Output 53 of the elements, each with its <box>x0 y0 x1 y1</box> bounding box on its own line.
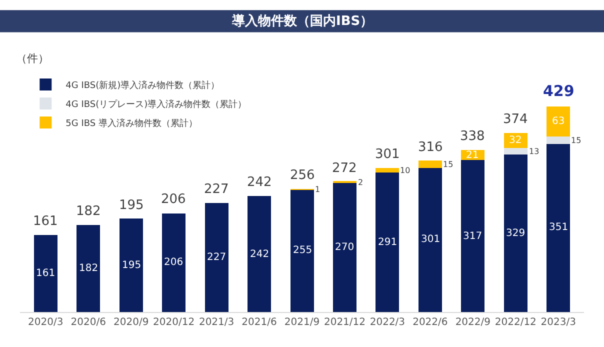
x-tick-label: 2020/6 <box>70 317 106 328</box>
total-label: 206 <box>161 192 186 207</box>
total-label: 256 <box>290 168 315 183</box>
data-label: 317 <box>463 231 482 242</box>
y-axis-title: （件） <box>16 52 49 65</box>
data-label: 329 <box>506 228 526 239</box>
x-tick-label: 2021/3 <box>198 317 234 328</box>
total-label: 242 <box>247 175 272 190</box>
data-label: 15 <box>443 160 454 169</box>
chart-title: 導入物件数（国内IBS） <box>231 13 374 29</box>
data-label: 301 <box>421 234 440 245</box>
total-label: 316 <box>418 140 443 155</box>
data-label: 255 <box>293 245 312 256</box>
total-label: 227 <box>204 182 229 197</box>
x-tick-label: 2022/3 <box>370 317 406 328</box>
x-tick-label: 2022/12 <box>494 317 536 328</box>
legend-label: 4G IBS(リプレース)導入済み物件数（累計） <box>66 99 247 110</box>
x-tick-label: 2020/12 <box>153 317 195 328</box>
total-label: 182 <box>76 204 101 219</box>
data-label: 161 <box>36 268 56 279</box>
total-label: 301 <box>375 147 400 162</box>
x-tick-label: 2020/9 <box>113 317 149 328</box>
data-label: 10 <box>400 166 410 175</box>
data-label: 227 <box>207 252 226 263</box>
legend-label: 5G IBS 導入済み物件数（累計） <box>66 118 198 130</box>
total-label: 429 <box>543 82 574 100</box>
x-tick-label: 2021/6 <box>242 317 277 328</box>
legend-label: 4G IBS(新規)導入済み物件数（累計） <box>66 80 220 92</box>
data-label: 351 <box>549 222 568 233</box>
total-label: 195 <box>119 198 144 213</box>
data-label: 21 <box>466 150 479 161</box>
data-label: 195 <box>122 260 142 271</box>
x-tick-label: 2023/3 <box>540 317 576 328</box>
x-tick-label: 2022/9 <box>455 317 491 328</box>
data-label: 15 <box>571 136 582 145</box>
data-label: 13 <box>529 147 540 156</box>
total-label: 374 <box>503 112 528 127</box>
total-label: 272 <box>332 161 357 176</box>
data-label: 206 <box>164 257 184 268</box>
total-label: 338 <box>460 129 485 144</box>
x-tick-label: 2021/12 <box>324 317 366 328</box>
data-label: 291 <box>378 237 398 248</box>
data-label: 182 <box>79 263 98 274</box>
x-tick-label: 2020/3 <box>28 317 64 328</box>
data-label: 63 <box>552 116 565 127</box>
x-tick-label: 2021/9 <box>284 317 320 328</box>
data-label: 32 <box>509 135 522 146</box>
x-tick-label: 2022/6 <box>412 317 448 328</box>
data-label: 1 <box>315 185 320 194</box>
data-label: 2 <box>358 178 364 187</box>
total-label: 161 <box>33 214 58 229</box>
data-label: 242 <box>250 249 270 260</box>
data-label: 270 <box>335 242 354 253</box>
